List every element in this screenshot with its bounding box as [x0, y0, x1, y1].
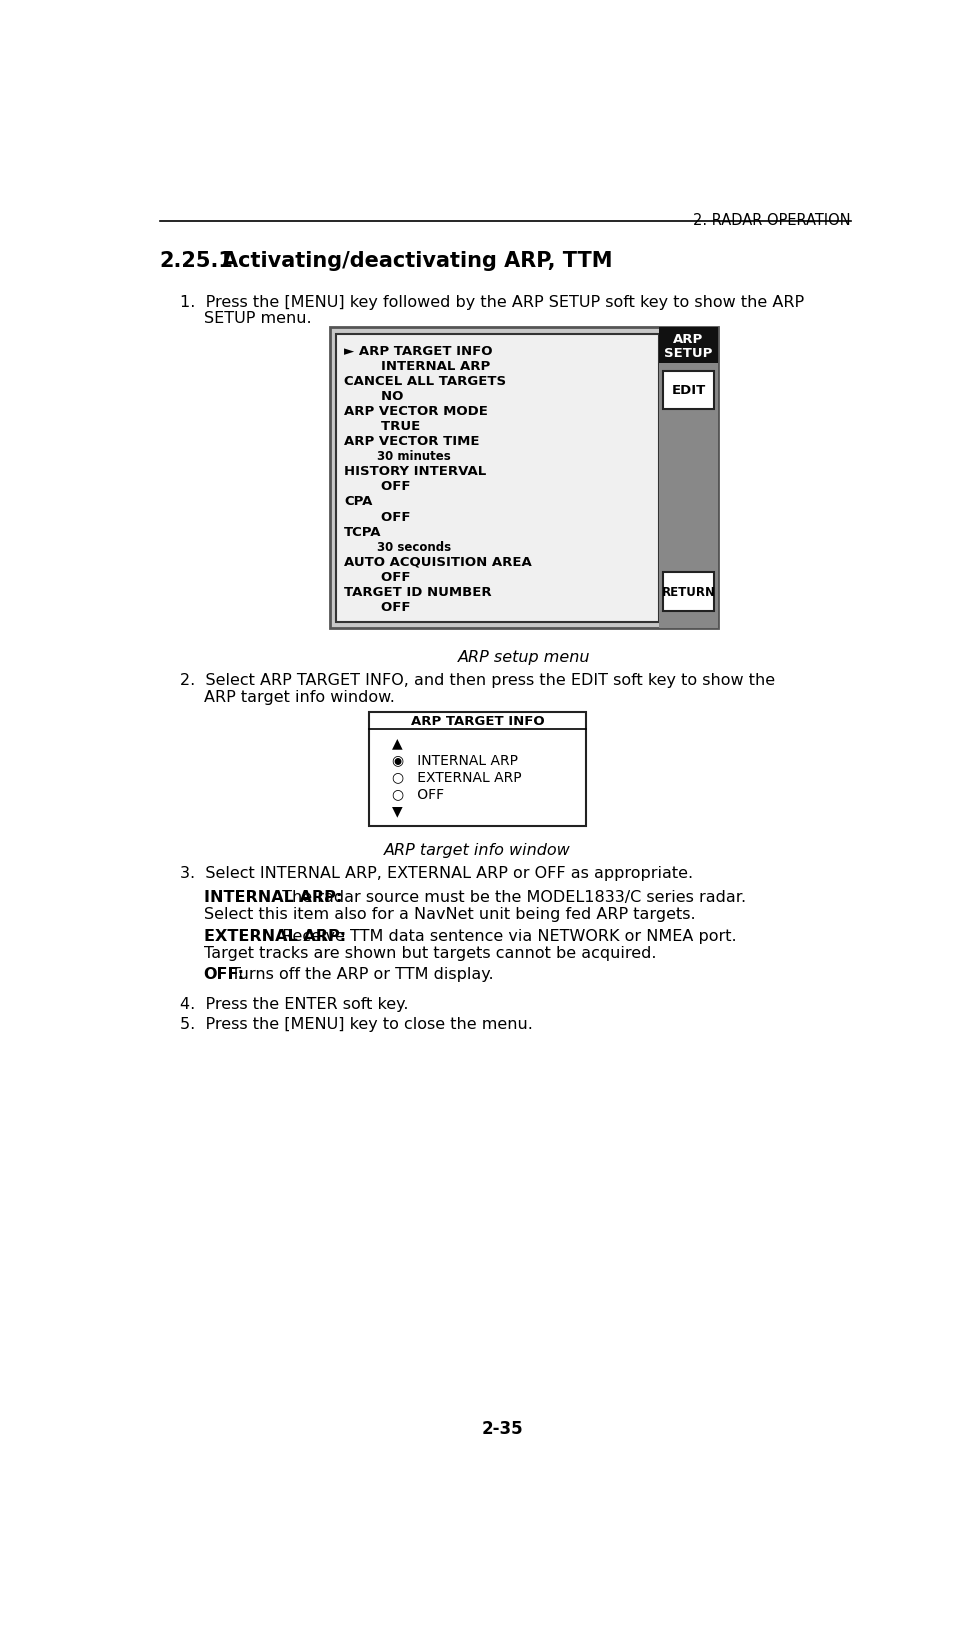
Text: ARP VECTOR TIME: ARP VECTOR TIME	[343, 436, 479, 449]
Text: 30 seconds: 30 seconds	[343, 540, 451, 553]
Text: Turns off the ARP or TTM display.: Turns off the ARP or TTM display.	[226, 966, 494, 982]
Text: ARP setup menu: ARP setup menu	[457, 650, 590, 664]
Text: ARP VECTOR MODE: ARP VECTOR MODE	[343, 405, 487, 418]
Text: 2.  Select ARP TARGET INFO, and then press the EDIT soft key to show the: 2. Select ARP TARGET INFO, and then pres…	[180, 672, 775, 689]
Text: 5.  Press the [MENU] key to close the menu.: 5. Press the [MENU] key to close the men…	[180, 1017, 533, 1031]
Text: 2-35: 2-35	[481, 1420, 522, 1438]
Text: ◉   INTERNAL ARP: ◉ INTERNAL ARP	[391, 752, 517, 767]
Text: OFF: OFF	[343, 480, 410, 493]
Text: Receive TTM data sentence via NETWORK or NMEA port.: Receive TTM data sentence via NETWORK or…	[277, 929, 736, 943]
Bar	[662, 573, 714, 612]
Text: NO: NO	[343, 390, 403, 403]
Text: ARP target info window: ARP target info window	[383, 842, 570, 857]
Text: TRUE: TRUE	[343, 419, 420, 432]
Text: RETURN: RETURN	[661, 586, 715, 599]
Text: 2.25.1: 2.25.1	[159, 251, 233, 271]
Text: OFF: OFF	[343, 570, 410, 583]
Bar	[369, 713, 585, 827]
Text: ARP
SETUP: ARP SETUP	[664, 333, 712, 359]
Text: HISTORY INTERVAL: HISTORY INTERVAL	[343, 465, 486, 478]
Text: EDIT: EDIT	[671, 384, 705, 397]
Text: ► ARP TARGET INFO: ► ARP TARGET INFO	[343, 344, 492, 357]
Text: SETUP menu.: SETUP menu.	[203, 312, 311, 326]
Text: TCPA: TCPA	[343, 526, 381, 539]
Text: ○   OFF: ○ OFF	[391, 787, 444, 801]
Text: 1.  Press the [MENU] key followed by the ARP SETUP soft key to show the ARP: 1. Press the [MENU] key followed by the …	[180, 294, 804, 310]
Text: 3.  Select INTERNAL ARP, EXTERNAL ARP or OFF as appropriate.: 3. Select INTERNAL ARP, EXTERNAL ARP or …	[180, 865, 693, 880]
Text: CANCEL ALL TARGETS: CANCEL ALL TARGETS	[343, 375, 506, 388]
Bar	[659, 328, 717, 628]
Text: OFF: OFF	[343, 601, 410, 614]
Text: OFF:: OFF:	[203, 966, 244, 982]
Bar	[662, 372, 714, 410]
Text: ARP TARGET INFO: ARP TARGET INFO	[410, 715, 544, 728]
Text: AUTO ACQUISITION AREA: AUTO ACQUISITION AREA	[343, 555, 531, 568]
Text: Target tracks are shown but targets cannot be acquired.: Target tracks are shown but targets cann…	[203, 945, 655, 960]
Text: ▼: ▼	[391, 805, 402, 818]
Text: 30 minutes: 30 minutes	[343, 450, 450, 463]
Bar	[330, 328, 717, 628]
Bar	[659, 328, 717, 364]
Text: The radar source must be the MODEL1833/C series radar.: The radar source must be the MODEL1833/C…	[277, 889, 745, 906]
Text: OFF: OFF	[343, 511, 410, 524]
Text: ○   EXTERNAL ARP: ○ EXTERNAL ARP	[391, 770, 521, 783]
Text: CPA: CPA	[343, 494, 372, 508]
Text: EXTERNAL ARP:: EXTERNAL ARP:	[203, 929, 345, 943]
Text: Activating/deactivating ARP, TTM: Activating/deactivating ARP, TTM	[221, 251, 611, 271]
Bar	[335, 335, 659, 622]
Text: INTERNAL ARP: INTERNAL ARP	[343, 361, 490, 374]
Text: 2. RADAR OPERATION: 2. RADAR OPERATION	[692, 212, 850, 228]
Text: TARGET ID NUMBER: TARGET ID NUMBER	[343, 586, 491, 599]
Text: Select this item also for a NavNet unit being fed ARP targets.: Select this item also for a NavNet unit …	[203, 907, 694, 922]
Text: 4.  Press the ENTER soft key.: 4. Press the ENTER soft key.	[180, 996, 409, 1012]
Text: INTERNAL ARP:: INTERNAL ARP:	[203, 889, 341, 906]
Text: ▲: ▲	[391, 736, 402, 751]
Text: ARP target info window.: ARP target info window.	[203, 690, 394, 705]
